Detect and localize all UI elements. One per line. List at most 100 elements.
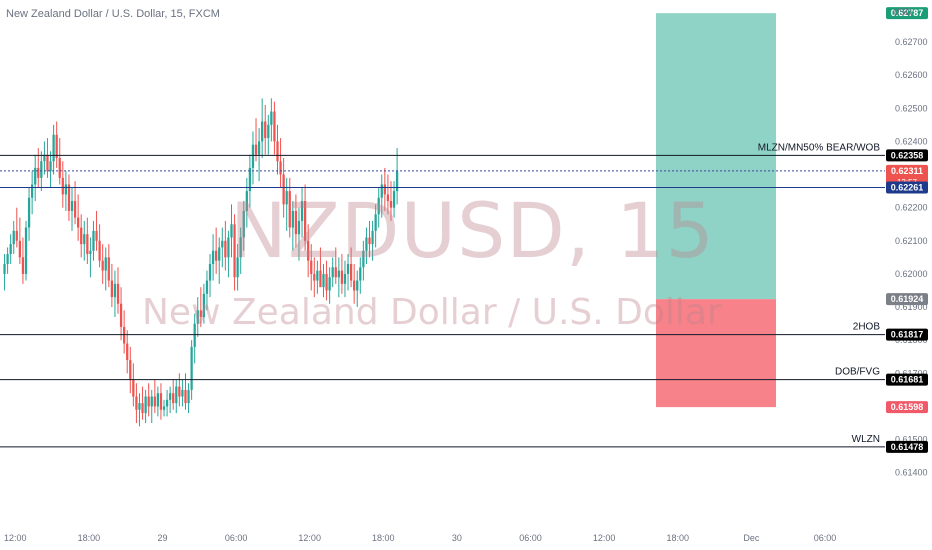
price-tag-label: 0.61478: [891, 442, 924, 452]
candle-body: [319, 270, 322, 288]
candle-body: [328, 277, 331, 291]
x-tick-label: 18:00: [372, 533, 395, 543]
candle-body: [261, 121, 264, 142]
price-tag: [886, 164, 928, 187]
candle-body: [80, 227, 83, 245]
candle-body: [273, 111, 276, 142]
candle-body: [181, 389, 184, 397]
candle-body: [12, 230, 15, 245]
candle-body: [251, 144, 255, 168]
candle-body: [3, 263, 6, 274]
y-tick-label: 0.61400: [895, 468, 928, 478]
currency-label: USD: [893, 7, 913, 17]
y-tick-label: 0.62500: [895, 103, 928, 113]
price-tag-label: 0.61817: [891, 330, 924, 340]
candle-body: [49, 161, 52, 172]
candle-body: [46, 154, 49, 172]
price-tag: [886, 440, 928, 453]
candle-body: [386, 194, 390, 202]
candle-body: [380, 184, 383, 198]
candle-body: [24, 227, 28, 274]
candle-body: [31, 184, 34, 198]
x-tick-label: 12:00: [298, 533, 321, 543]
candle-body: [27, 197, 31, 228]
position-tag: [886, 7, 928, 20]
x-tick-label: 18:00: [666, 533, 689, 543]
candle-body: [371, 230, 374, 245]
level-label: DOB/FVG: [835, 367, 880, 378]
position-tag: [886, 401, 928, 414]
y-tick-label: 0.62400: [895, 136, 928, 146]
candle-body: [92, 230, 95, 251]
x-tick-label: Dec: [743, 533, 760, 543]
candle-body: [368, 237, 371, 245]
price-tag-label: 0.61681: [891, 375, 924, 385]
candle-body: [187, 389, 190, 404]
position-tag-label: 0.62787: [891, 8, 924, 18]
y-tick-label: 0.62600: [895, 70, 928, 80]
y-tick-label: 0.61900: [895, 302, 928, 312]
candle-body: [343, 273, 347, 284]
level-label: 2HOB: [853, 322, 881, 333]
candle-body: [144, 396, 147, 414]
candle-body: [196, 310, 199, 324]
candle-body: [359, 267, 362, 281]
y-tick-label: 0.61500: [895, 435, 928, 445]
position-tag-label: 0.61924: [891, 294, 924, 304]
candle-body: [98, 240, 101, 261]
candle-body: [270, 111, 273, 125]
candle-body: [211, 250, 215, 264]
candle-body: [316, 270, 319, 281]
price-tag-label: 0.62261: [891, 182, 924, 192]
candle-body: [202, 293, 206, 318]
candle-body: [337, 270, 340, 278]
candle-body: [95, 230, 98, 241]
candle-body: [303, 201, 307, 241]
candle-body: [58, 157, 61, 178]
y-tick-label: 0.62000: [895, 269, 928, 279]
price-tag: [886, 149, 928, 162]
candle-body: [346, 263, 350, 274]
x-tick-label: 30: [452, 533, 462, 543]
candle-body: [233, 224, 236, 278]
candle-body: [184, 389, 187, 404]
candle-body: [34, 167, 37, 185]
candle-body: [374, 214, 377, 231]
candle-body: [156, 393, 160, 407]
candle-body: [193, 323, 196, 347]
candle-body: [300, 201, 304, 221]
candle-body: [147, 396, 150, 407]
candle-body: [248, 167, 252, 192]
candle-body: [254, 144, 258, 155]
candle-body: [395, 171, 399, 192]
candle-body: [67, 184, 71, 211]
candle-body: [119, 303, 123, 327]
candle-body: [279, 161, 282, 175]
candle-body: [190, 346, 193, 390]
candle-body: [285, 191, 288, 205]
candle-body: [307, 240, 310, 261]
level-label: WLZN: [852, 434, 880, 445]
candle-body: [101, 260, 104, 271]
candle-body: [129, 360, 132, 380]
candle-body: [208, 263, 212, 281]
price-tag: [886, 181, 928, 194]
candle-body: [165, 399, 169, 407]
candle-body: [215, 250, 218, 261]
candle-body: [224, 240, 227, 258]
y-tick-label: 0.61700: [895, 368, 928, 378]
candle-body: [107, 257, 110, 281]
candle-body: [356, 280, 359, 291]
candle-body: [113, 283, 117, 298]
candle-body: [141, 403, 144, 414]
x-tick-label: 12:00: [593, 533, 616, 543]
candle-body: [138, 403, 141, 410]
x-tick-label: 29: [157, 533, 167, 543]
candle-body: [86, 234, 89, 255]
candle-body: [389, 201, 393, 208]
y-tick-label: 0.62100: [895, 236, 928, 246]
name-watermark: New Zealand Dollar / U.S. Dollar: [142, 292, 722, 333]
candle-body: [77, 217, 80, 228]
candle-body: [178, 386, 181, 397]
